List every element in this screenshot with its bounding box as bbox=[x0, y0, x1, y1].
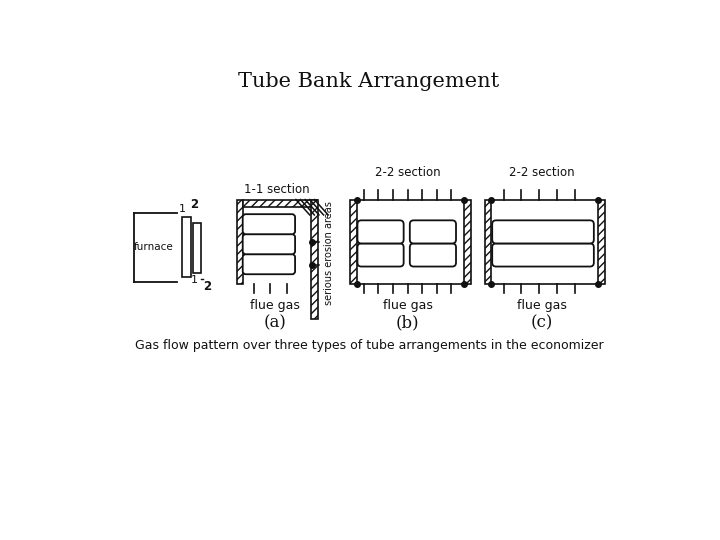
Text: Tube Bank Arrangement: Tube Bank Arrangement bbox=[238, 72, 500, 91]
FancyBboxPatch shape bbox=[357, 244, 404, 267]
Bar bbox=[485, 200, 492, 284]
FancyBboxPatch shape bbox=[410, 244, 456, 267]
FancyBboxPatch shape bbox=[357, 220, 404, 244]
FancyBboxPatch shape bbox=[243, 254, 295, 274]
Text: flue gas: flue gas bbox=[382, 299, 433, 312]
Text: (c): (c) bbox=[531, 314, 554, 331]
Bar bbox=[464, 200, 471, 284]
Bar bbox=[311, 200, 318, 319]
Text: 2: 2 bbox=[204, 280, 212, 293]
Text: serious erosion areas: serious erosion areas bbox=[324, 201, 334, 306]
Text: 1: 1 bbox=[191, 275, 198, 285]
Bar bbox=[598, 200, 606, 284]
Bar bbox=[194, 222, 201, 273]
Text: 1-1 section: 1-1 section bbox=[244, 183, 310, 196]
Text: furnace: furnace bbox=[134, 242, 174, 252]
Bar bbox=[243, 200, 317, 207]
FancyBboxPatch shape bbox=[243, 214, 295, 234]
Bar bbox=[182, 217, 191, 278]
Text: Gas flow pattern over three types of tube arrangements in the economizer: Gas flow pattern over three types of tub… bbox=[135, 339, 603, 353]
Text: flue gas: flue gas bbox=[517, 299, 567, 312]
Text: 2: 2 bbox=[190, 198, 198, 211]
FancyBboxPatch shape bbox=[410, 220, 456, 244]
Bar bbox=[350, 200, 356, 284]
FancyBboxPatch shape bbox=[492, 220, 594, 244]
FancyBboxPatch shape bbox=[492, 244, 594, 267]
Bar bbox=[237, 200, 243, 284]
Text: 1: 1 bbox=[179, 204, 186, 214]
Text: 2-2 section: 2-2 section bbox=[510, 166, 575, 179]
Text: flue gas: flue gas bbox=[250, 299, 300, 312]
FancyBboxPatch shape bbox=[243, 234, 295, 254]
Text: 2-2 section: 2-2 section bbox=[374, 166, 441, 179]
Text: (a): (a) bbox=[264, 314, 287, 331]
Text: (b): (b) bbox=[396, 314, 419, 331]
